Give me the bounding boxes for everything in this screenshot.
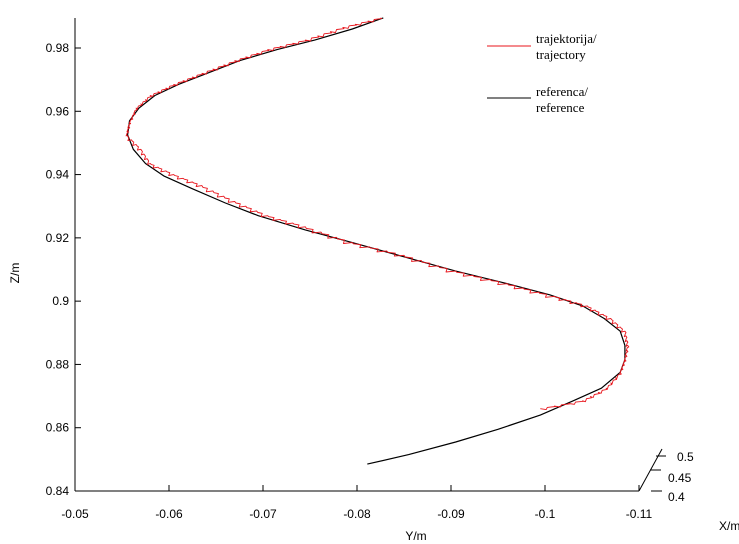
series-line-reference xyxy=(127,17,626,465)
legend-label-trajectory-line1: trajektorija/ xyxy=(536,31,597,46)
y-tick-label: -0.08 xyxy=(343,507,371,521)
x-tick-label: 0.45 xyxy=(668,471,692,485)
y-tick-label: -0.05 xyxy=(61,507,89,521)
z-tick-label: 0.92 xyxy=(46,231,70,245)
y-tick-label: -0.1 xyxy=(535,507,556,521)
z-tick-label: 0.84 xyxy=(46,484,70,498)
z-tick-label: 0.94 xyxy=(46,168,70,182)
y-tick-label: -0.07 xyxy=(249,507,277,521)
legend-label-trajectory-line2: trajectory xyxy=(536,47,586,62)
z-tick-label: 0.86 xyxy=(46,421,70,435)
x-tick-label: 0.4 xyxy=(668,490,685,504)
axes-layer: 0.84 0.86 0.88 0.9 0.92 0.94 0.96 0.98 -0.05 -0.0… xyxy=(46,18,694,521)
y-axis-title: Y/m xyxy=(405,529,426,543)
z-tick-label: 0.88 xyxy=(46,357,70,371)
z-tick-label: 0.98 xyxy=(46,41,70,55)
z-axis-title: Z/m xyxy=(8,263,22,284)
y-tick-label: -0.11 xyxy=(626,507,653,521)
z-tick-label: 0.9 xyxy=(52,294,69,308)
legend: trajektorija/ trajectory referenca/ refe… xyxy=(487,31,597,115)
x-axis-title: X/m xyxy=(719,519,739,533)
y-tick-label: -0.06 xyxy=(155,507,183,521)
x-tick-label: 0.5 xyxy=(677,450,694,464)
series-line-trajectory xyxy=(125,17,630,411)
legend-label-reference-line1: referenca/ xyxy=(536,84,588,99)
series-layer xyxy=(125,17,630,465)
y-tick-label: -0.09 xyxy=(437,507,465,521)
z-tick-label: 0.96 xyxy=(46,104,70,118)
legend-label-reference-line2: reference xyxy=(536,100,585,115)
